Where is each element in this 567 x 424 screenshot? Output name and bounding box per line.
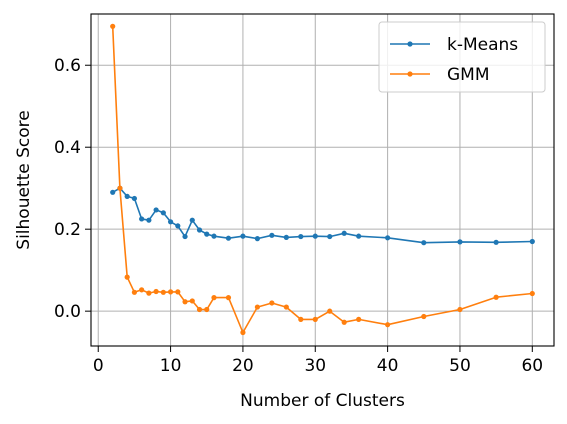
data-point-gmm	[529, 290, 535, 297]
data-point-k-means	[139, 216, 145, 222]
data-point-gmm	[211, 295, 217, 301]
data-point-gmm	[254, 304, 260, 310]
series-layer	[110, 23, 535, 336]
data-point-k-means	[146, 217, 152, 223]
ticks: 0 10 20 30 40 50 60 0.0 0.2 0.4 0.6	[54, 56, 543, 376]
data-point-gmm	[240, 329, 246, 336]
data-point-k-means	[240, 233, 246, 239]
data-point-k-means	[385, 235, 391, 241]
data-point-k-means	[327, 233, 333, 240]
legend-marker-k-means	[407, 41, 413, 47]
data-point-k-means	[153, 207, 159, 213]
data-point-gmm	[110, 23, 116, 29]
data-point-k-means	[356, 233, 362, 239]
data-point-gmm	[196, 306, 203, 313]
x-tick-label: 10	[160, 356, 182, 376]
series-line-k-means	[112, 187, 533, 244]
data-point-gmm	[175, 289, 181, 295]
data-point-gmm	[160, 289, 166, 295]
data-point-gmm	[182, 299, 188, 305]
x-tick-label: 0	[93, 356, 104, 376]
data-point-gmm	[167, 289, 174, 295]
data-point-k-means	[182, 233, 188, 240]
data-point-k-means	[167, 219, 174, 225]
data-point-k-means	[298, 233, 304, 240]
data-point-gmm	[327, 308, 333, 314]
x-tick-label: 30	[304, 356, 326, 376]
data-point-gmm	[356, 316, 362, 322]
data-point-k-means	[211, 233, 217, 239]
data-point-gmm	[421, 313, 427, 320]
data-point-k-means	[529, 238, 535, 245]
data-point-gmm	[385, 322, 391, 328]
x-axis-label: Number of Clusters	[240, 391, 405, 411]
data-point-gmm	[283, 304, 289, 310]
data-point-gmm	[341, 319, 347, 325]
data-point-k-means	[160, 210, 166, 216]
data-point-k-means	[341, 230, 347, 236]
y-tick-label: 0.6	[54, 56, 81, 76]
data-point-k-means	[131, 195, 138, 202]
legend-marker-gmm	[407, 71, 413, 77]
data-point-k-means	[204, 231, 210, 237]
data-point-k-means	[493, 239, 499, 245]
data-point-gmm	[312, 316, 318, 322]
x-tick-label: 60	[521, 356, 543, 376]
data-point-k-means	[225, 235, 232, 241]
data-point-gmm	[117, 185, 123, 191]
y-tick-label: 0.0	[54, 302, 81, 322]
data-point-k-means	[312, 233, 318, 239]
x-tick-label: 20	[232, 356, 254, 376]
data-point-gmm	[457, 306, 463, 313]
legend-label-gmm: GMM	[447, 65, 490, 85]
data-point-k-means	[283, 234, 289, 240]
plot-frame	[90, 13, 555, 347]
y-tick-label: 0.2	[54, 220, 81, 240]
data-point-gmm	[493, 294, 499, 300]
y-axis-label: Silhouette Score	[14, 110, 34, 249]
y-tick-label: 0.4	[54, 138, 81, 158]
data-point-k-means	[124, 193, 130, 199]
x-tick-label: 40	[377, 356, 399, 376]
data-point-gmm	[146, 290, 152, 296]
data-point-k-means	[254, 236, 260, 242]
data-point-k-means	[189, 217, 195, 223]
data-point-k-means	[457, 239, 463, 245]
legend: k-Means GMM	[378, 21, 546, 93]
data-point-gmm	[204, 306, 210, 313]
data-point-gmm	[298, 316, 304, 322]
data-point-gmm	[124, 274, 130, 280]
data-point-gmm	[189, 298, 195, 304]
data-point-gmm	[153, 288, 159, 295]
data-point-gmm	[139, 287, 145, 293]
data-point-k-means	[269, 232, 275, 238]
data-point-k-means	[421, 240, 427, 246]
data-point-gmm	[131, 289, 138, 295]
data-point-k-means	[175, 223, 181, 229]
data-point-gmm	[225, 295, 232, 301]
data-point-k-means	[196, 227, 203, 233]
legend-label-k-means: k-Means	[447, 35, 518, 55]
data-point-k-means	[110, 189, 116, 195]
x-tick-label: 50	[449, 356, 471, 376]
data-point-gmm	[269, 300, 275, 306]
